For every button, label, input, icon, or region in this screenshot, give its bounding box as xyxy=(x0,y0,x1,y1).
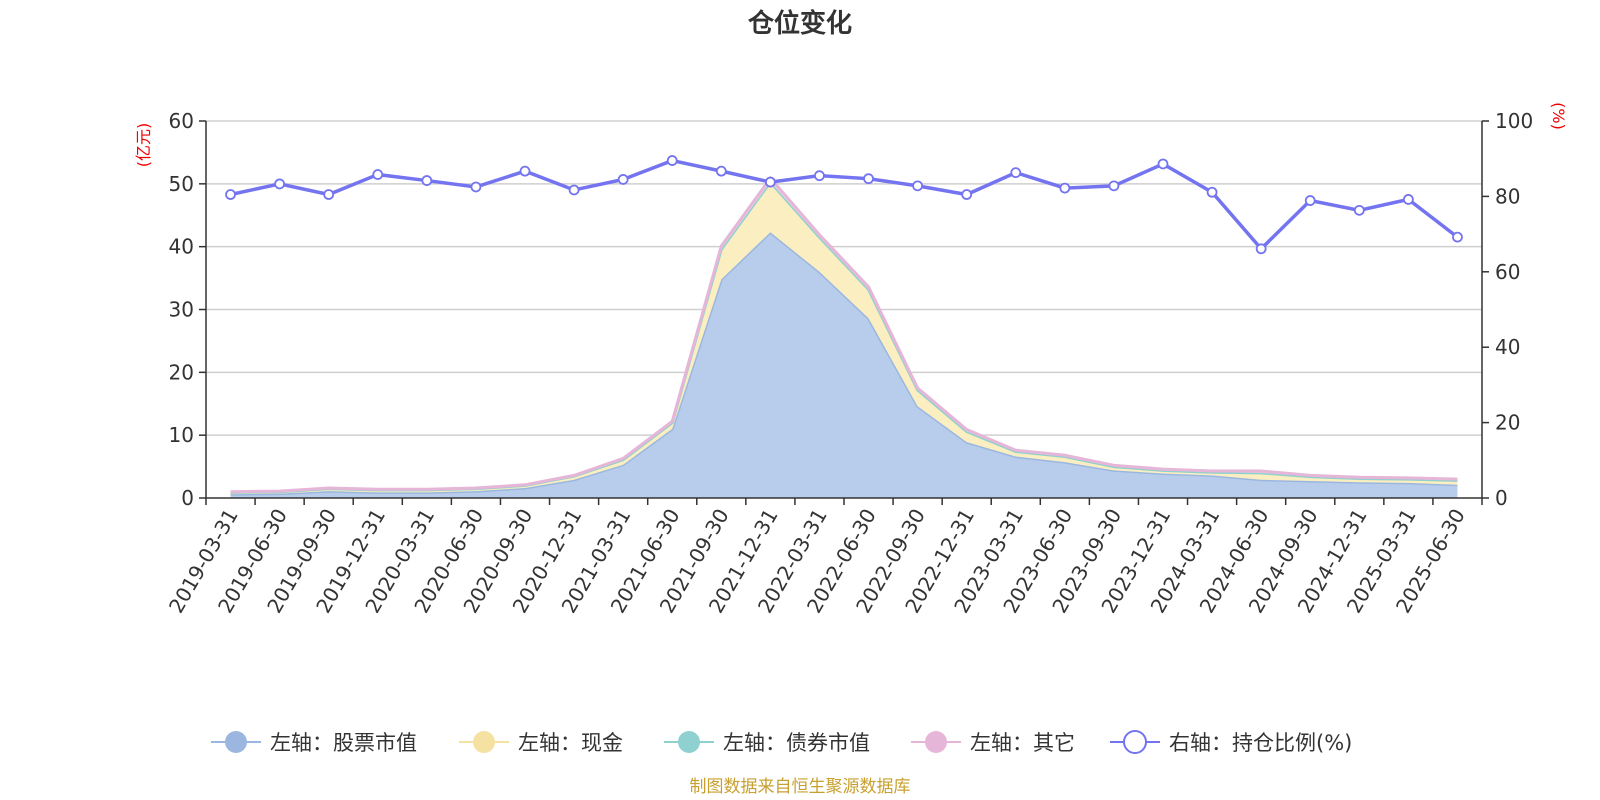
area-line xyxy=(230,175,1458,494)
right-axis-tick-label: 100 xyxy=(1495,109,1533,133)
ratio-point xyxy=(1108,180,1120,192)
right-axis-tick-label: 80 xyxy=(1495,184,1520,208)
left-axis-unit: (亿元) xyxy=(134,123,153,168)
legend-swatch-marker xyxy=(473,731,495,753)
left-axis-tick-label: 30 xyxy=(169,298,194,322)
ratio-point xyxy=(961,189,973,200)
ratio-point xyxy=(421,175,433,186)
left-axis-tick-label: 20 xyxy=(169,360,194,384)
legend-item: 右轴：持仓比例(%) xyxy=(1110,730,1352,755)
ratio-point xyxy=(568,184,580,196)
ratio-point xyxy=(323,189,335,200)
area-fill xyxy=(230,232,1458,498)
legend-label: 左轴：现金 xyxy=(518,731,623,755)
ratio-point xyxy=(764,176,776,188)
ratio-point xyxy=(814,170,825,182)
ratio-point xyxy=(1304,195,1316,206)
legend-swatch-marker xyxy=(925,731,947,753)
legend-item: 左轴：现金 xyxy=(459,731,623,755)
ratio-point xyxy=(274,178,286,190)
ratio-point xyxy=(1452,231,1463,243)
right-axis-tick-label: 60 xyxy=(1495,260,1520,284)
area-series xyxy=(230,175,1458,498)
ratio-point xyxy=(1059,182,1071,194)
left-axis-tick-label: 50 xyxy=(169,172,194,196)
ratio-point xyxy=(863,173,874,185)
ratio-point xyxy=(617,174,629,185)
right-axis-tick-label: 0 xyxy=(1495,486,1508,510)
ratio-point xyxy=(372,169,384,180)
right-axis-unit: (%) xyxy=(1549,102,1568,130)
legend-item: 左轴：债券市值 xyxy=(664,731,870,755)
area-series-group xyxy=(230,175,1458,494)
ratio-point xyxy=(1255,243,1267,255)
legend-swatch-marker xyxy=(225,731,247,753)
ratio-point xyxy=(519,165,531,177)
legend: 左轴：股票市值 左轴：现金 左轴：债券市值 左轴：其它 右轴：持仓比例(%) xyxy=(211,730,1352,755)
ratio-point xyxy=(715,165,727,177)
ratio-point xyxy=(470,181,482,193)
ratio-point xyxy=(1353,204,1365,216)
legend-item: 左轴：股票市值 xyxy=(211,731,417,755)
legend-label: 右轴：持仓比例(%) xyxy=(1169,731,1352,755)
ratio-point xyxy=(1157,158,1169,170)
right-axis-tick-label: 20 xyxy=(1495,411,1520,435)
ratio-point xyxy=(912,180,924,192)
right-axis-tick-label: 40 xyxy=(1495,335,1520,359)
left-axis-tick-label: 40 xyxy=(169,235,194,259)
data-source-note: 制图数据来自恒生聚源数据库 xyxy=(690,777,911,797)
ratio-point xyxy=(666,155,678,166)
ratio-point xyxy=(225,189,236,200)
legend-item: 左轴：其它 xyxy=(911,731,1075,755)
ratio-line-series xyxy=(225,155,1463,255)
legend-label: 左轴：债券市值 xyxy=(723,731,870,755)
ratio-point xyxy=(1206,186,1218,198)
ratio-point xyxy=(1402,194,1414,205)
legend-label: 左轴：股票市值 xyxy=(270,731,417,755)
left-axis-tick-label: 10 xyxy=(169,423,194,447)
left-axis-tick-label: 60 xyxy=(169,109,194,133)
left-axis-tick-label: 0 xyxy=(181,486,194,510)
legend-swatch-marker xyxy=(678,731,700,753)
ratio-line xyxy=(230,158,1459,252)
legend-label: 左轴：其它 xyxy=(970,731,1075,755)
legend-swatch-marker xyxy=(1123,730,1147,754)
chart-title: 仓位变化 xyxy=(747,8,852,39)
ratio-point xyxy=(1010,167,1022,179)
